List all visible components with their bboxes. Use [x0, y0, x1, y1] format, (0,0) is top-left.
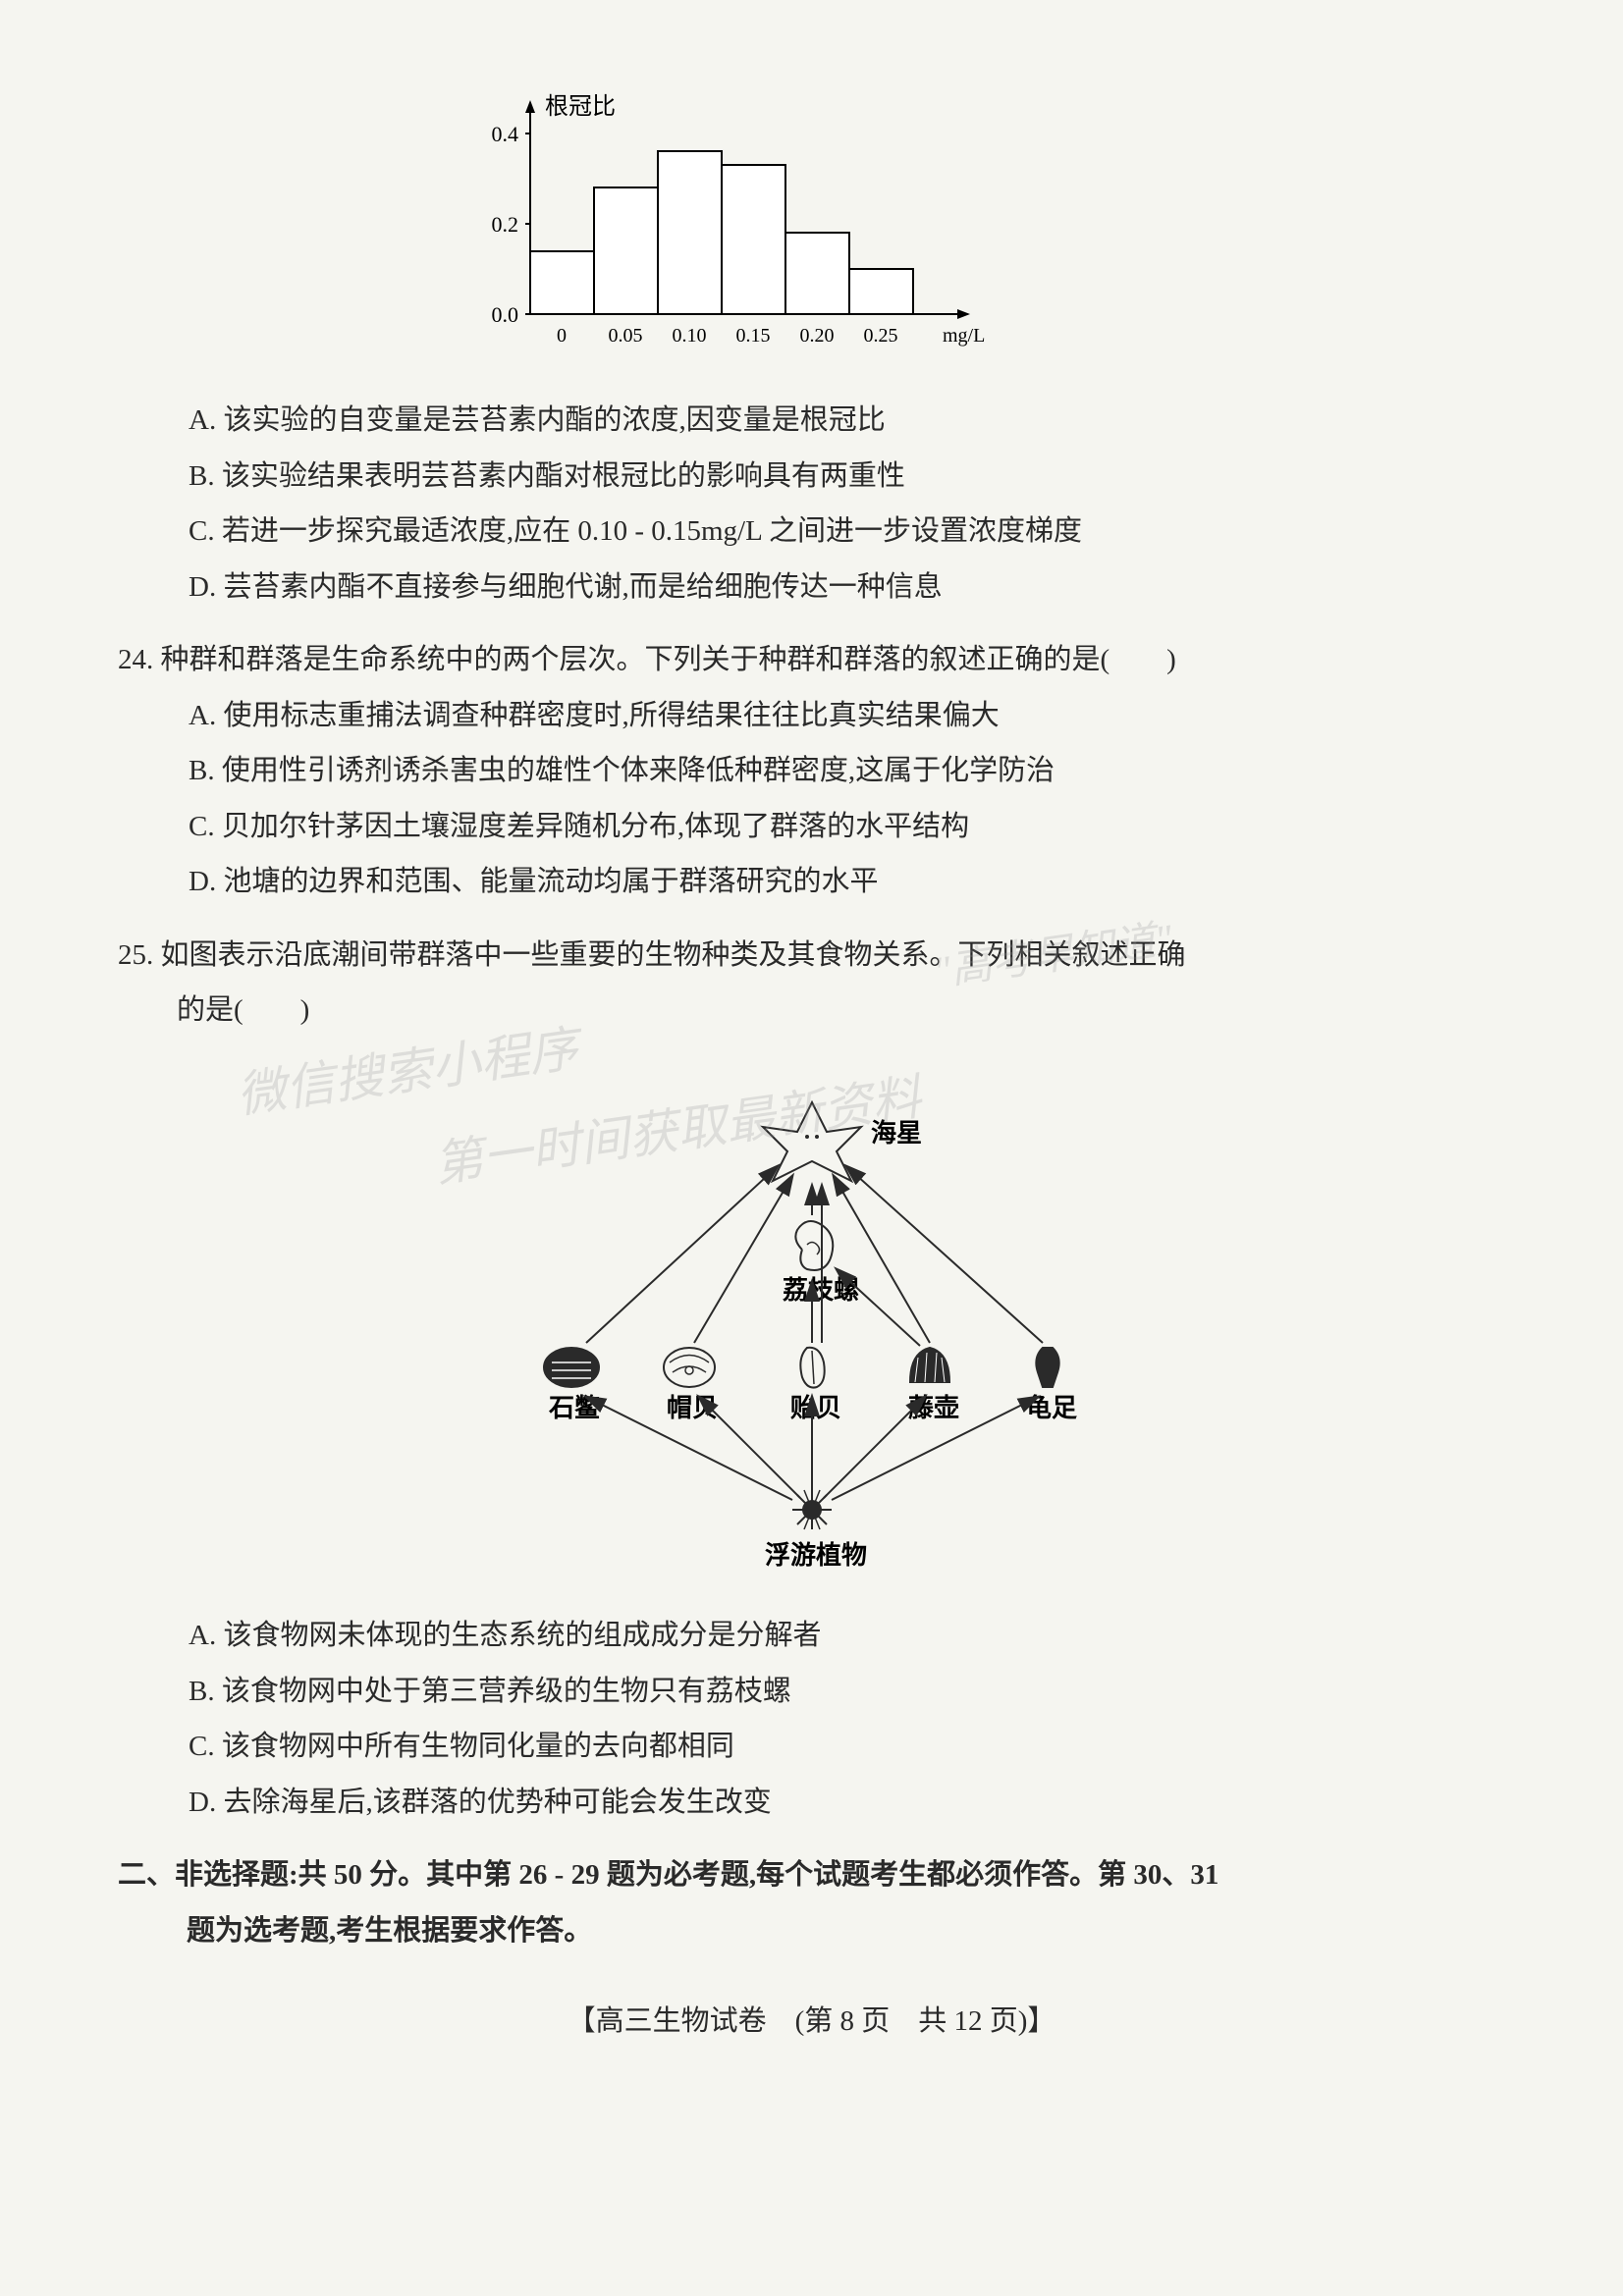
q23-option-d: D. 芸苔素内酯不直接参与细胞代谢,而是给细胞传达一种信息 — [118, 560, 1505, 615]
q25-stem: 25. 如图表示沿底潮间带群落中一些重要的生物种类及其食物关系。下列相关叙述正确 — [118, 928, 1505, 984]
q25-stem2: 的是( ) — [118, 983, 1505, 1039]
q23-option-a: A. 该实验的自变量是芸苔素内酯的浓度,因变量是根冠比 — [118, 393, 1505, 449]
snail-icon — [795, 1221, 833, 1270]
ytick-0: 0.0 — [492, 302, 519, 327]
starfish-icon — [763, 1102, 861, 1181]
q24-number: 24. — [118, 644, 153, 675]
question-25: 25. 如图表示沿底潮间带群落中一些重要的生物种类及其食物关系。下列相关叙述正确… — [118, 928, 1505, 1830]
q24-option-c: C. 贝加尔针茅因土壤湿度差异随机分布,体现了群落的水平结构 — [118, 799, 1505, 855]
q23-option-b: B. 该实验结果表明芸苔素内酯对根冠比的影响具有两重性 — [118, 449, 1505, 505]
chart-ylabel: 根冠比 — [545, 93, 616, 120]
q25-option-c: C. 该食物网中所有生物同化量的去向都相同 — [118, 1719, 1505, 1775]
xtick-3: 0.15 — [736, 325, 771, 347]
chart-xlabel: mg/L — [943, 325, 985, 347]
xtick-1: 0.05 — [609, 325, 643, 347]
q24-stem-text: 种群和群落是生命系统中的两个层次。下列关于种群和群落的叙述正确的是( ) — [161, 644, 1176, 675]
ytick-1: 0.2 — [492, 212, 519, 237]
bar-chart: 0.0 0.2 0.4 根冠比 0 0.05 0.10 0.15 0.20 0.… — [452, 79, 1041, 363]
q25-number: 25. — [118, 939, 153, 971]
shibie-label: 石鳖 — [548, 1394, 601, 1422]
yibei-icon — [800, 1348, 824, 1388]
yibei-label: 贻贝 — [790, 1394, 841, 1422]
q24-option-d: D. 池塘的边界和范围、能量流动均属于群落研究的水平 — [118, 854, 1505, 910]
question-23-options: A. 该实验的自变量是芸苔素内酯的浓度,因变量是根冠比 B. 该实验结果表明芸苔… — [118, 393, 1505, 614]
q24-stem: 24. 种群和群落是生命系统中的两个层次。下列关于种群和群落的叙述正确的是( ) — [118, 632, 1505, 688]
tenghu-icon — [910, 1348, 949, 1382]
page-footer: 【高三生物试卷 (第 8 页 共 12 页)】 — [118, 1998, 1505, 2039]
ytick-2: 0.4 — [492, 122, 519, 146]
section2-title2: 题为选考题,考生根据要求作答。 — [118, 1903, 1505, 1959]
food-web-svg: 海星 荔枝螺 石鳖 帽贝 — [468, 1068, 1156, 1578]
q24-option-b: B. 使用性引诱剂诱杀害虫的雄性个体来降低种群密度,这属于化学防治 — [118, 743, 1505, 799]
q25-option-d: D. 去除海星后,该群落的优势种可能会发生改变 — [118, 1775, 1505, 1831]
food-web-diagram: 海星 荔枝螺 石鳖 帽贝 — [468, 1068, 1156, 1578]
xtick-4: 0.20 — [800, 325, 835, 347]
question-24: 24. 种群和群落是生命系统中的两个层次。下列关于种群和群落的叙述正确的是( )… — [118, 632, 1505, 910]
tenghu-label: 藤壶 — [908, 1394, 959, 1422]
xtick-5: 0.25 — [864, 325, 898, 347]
xtick-0: 0 — [557, 325, 567, 347]
maobei-icon — [664, 1348, 715, 1387]
xtick-2: 0.10 — [673, 325, 707, 347]
q25-stem-text1: 如图表示沿底潮间带群落中一些重要的生物种类及其食物关系。下列相关叙述正确 — [161, 939, 1186, 971]
guizu-icon — [1036, 1348, 1058, 1387]
starfish-label: 海星 — [871, 1119, 922, 1148]
guizu-label: 龟足 — [1026, 1393, 1077, 1422]
q24-option-a: A. 使用标志重捕法调查种群密度时,所得结果往往比真实结果偏大 — [118, 688, 1505, 744]
chart-svg: 0.0 0.2 0.4 根冠比 0 0.05 0.10 0.15 0.20 0.… — [452, 79, 1041, 363]
plankton-label: 浮游植物 — [765, 1541, 867, 1570]
q25-option-a: A. 该食物网未体现的生态系统的组成成分是分解者 — [118, 1608, 1505, 1664]
shibie-icon — [544, 1348, 599, 1387]
q25-option-b: B. 该食物网中处于第三营养级的生物只有荔枝螺 — [118, 1664, 1505, 1720]
section2-title: 二、非选择题:共 50 分。其中第 26 - 29 题为必考题,每个试题考生都必… — [118, 1847, 1505, 1903]
q23-option-c: C. 若进一步探究最适浓度,应在 0.10 - 0.15mg/L 之间进一步设置… — [118, 504, 1505, 560]
